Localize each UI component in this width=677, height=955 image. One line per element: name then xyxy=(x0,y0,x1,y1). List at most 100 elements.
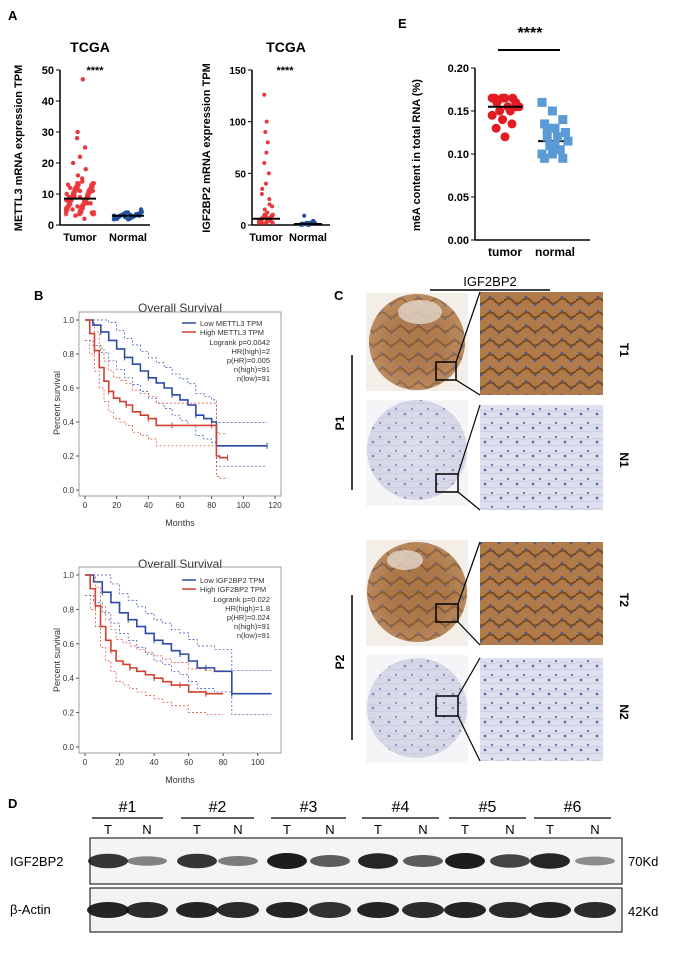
ihc-t1-zoom xyxy=(480,292,603,395)
km1-stat-1: HR(high)=2 xyxy=(231,347,270,356)
chart-a2-ylabel: IGF2BP2 mRNA expression TPM xyxy=(201,63,213,233)
km1-stat-0: Logrank p=0.0042 xyxy=(209,338,270,347)
wb-lane-label: T xyxy=(546,822,554,837)
B1-ci-upper xyxy=(85,319,228,435)
E-ytick-label: 0.20 xyxy=(448,63,469,75)
A1-ytick-label: 0 xyxy=(48,220,54,232)
ihc-label-n1: N1 xyxy=(617,452,631,468)
B1-xtick-label: 20 xyxy=(112,501,121,510)
ihc-t2-zoom xyxy=(480,542,603,645)
B1-xtick-label: 100 xyxy=(237,501,251,510)
A1-point xyxy=(66,200,72,205)
B2-ytick-label: 0.8 xyxy=(63,605,75,614)
km2-title: Overall Survival xyxy=(138,557,222,571)
km2-ylabel: Percent survival xyxy=(52,628,62,692)
ihc-t2-inset-box xyxy=(435,603,459,623)
wb-igf2bp2-band xyxy=(267,853,307,869)
wb-actin-band xyxy=(309,902,351,918)
B1-xtick-label: 60 xyxy=(176,501,185,510)
km2-legend: Low IGF2BP2 TPM High IGF2BP2 TPM Logrank… xyxy=(182,576,270,640)
E-category-label: tumor xyxy=(488,245,522,259)
E-point xyxy=(487,110,497,120)
B1-ytick-label: 0.0 xyxy=(63,486,75,495)
E-point xyxy=(550,140,560,150)
A1-category-label: Normal xyxy=(109,232,147,244)
A1-ytick-label: 10 xyxy=(42,189,54,201)
A2-category-label: Normal xyxy=(289,232,327,244)
wb-lane-label: N xyxy=(590,822,599,837)
E-point xyxy=(545,140,555,150)
E-point xyxy=(495,106,505,116)
A1-point xyxy=(125,217,131,222)
B1-curve xyxy=(85,319,268,447)
E-point xyxy=(542,123,552,133)
A2-point xyxy=(259,192,264,196)
E-ytick-label: 0.10 xyxy=(448,149,469,161)
A1-point xyxy=(90,211,95,217)
ihc-label-p2: P2 xyxy=(333,654,347,669)
A1-point xyxy=(70,207,75,212)
wb-lane-label: N xyxy=(418,822,427,837)
E-point xyxy=(558,153,568,163)
A1-point xyxy=(82,216,87,221)
E-category-label: normal xyxy=(535,245,575,259)
A2-point xyxy=(264,181,268,186)
A1-point xyxy=(77,208,83,213)
E-point xyxy=(498,115,508,125)
ihc-n1-zoom xyxy=(480,405,603,510)
A2-category-label: Tumor xyxy=(249,232,283,244)
B2-curve xyxy=(85,574,224,695)
km2-stat-1: HR(high)=1.8 xyxy=(225,604,270,613)
A1-point xyxy=(63,206,69,211)
B1-xtick-label: 120 xyxy=(268,501,282,510)
wb-protein-label-1: β-Actin xyxy=(10,902,51,917)
ihc-label-p1: P1 xyxy=(333,415,347,430)
A1-point xyxy=(75,204,80,209)
A2-point xyxy=(266,171,271,176)
A2-point xyxy=(264,150,269,155)
panel-label-a: A xyxy=(8,8,18,23)
wb-actin-band xyxy=(529,902,571,918)
B1-ytick-label: 0.2 xyxy=(63,452,75,461)
A2-point xyxy=(260,186,265,191)
wb-sample-label: #4 xyxy=(392,799,410,816)
western-blot: #1 #2 #3 #4 #5 #6 T N T N T N T N T N T N IGF2BP2 β-Actin… xyxy=(10,799,658,933)
km-plot-1: Overall Survival Percent survival Months… xyxy=(52,301,282,528)
B1-ci-upper xyxy=(85,319,268,423)
A1-category-label: Tumor xyxy=(63,232,97,244)
A2-point xyxy=(269,213,274,218)
B2-xtick-label: 20 xyxy=(115,758,124,767)
panel-label-d: D xyxy=(8,796,17,811)
wb-actin-band xyxy=(266,902,308,918)
wb-lane-label: T xyxy=(374,822,382,837)
A1-point xyxy=(75,173,81,178)
A1-point xyxy=(74,136,80,141)
B1-curve xyxy=(85,319,228,459)
chart-a1: TCGA **** METTL3 mRNA expression TPM 0 10… xyxy=(13,39,150,244)
wb-lane-label: N xyxy=(142,822,151,837)
ihc-n2-zoom xyxy=(480,658,603,761)
A2-ytick-label: 100 xyxy=(229,118,246,129)
A1-point xyxy=(79,176,85,181)
A2-ytick-label: 150 xyxy=(229,66,246,77)
chart-a2-significance: **** xyxy=(276,65,294,77)
E-point xyxy=(547,149,557,159)
wb-igf2bp2-band xyxy=(575,856,615,866)
panel-label-b: B xyxy=(34,288,43,303)
wb-sample-label: #5 xyxy=(479,799,497,816)
E-ytick-label: 0.15 xyxy=(448,106,469,118)
A1-point xyxy=(82,145,88,150)
wb-sample-label: #6 xyxy=(564,799,582,816)
chart-e-ylabel: m6A content in total RNA (%) xyxy=(411,79,423,231)
wb-sample-label: #2 xyxy=(209,799,227,816)
km2-stat-2: p(HR)=0.024 xyxy=(227,613,270,622)
A1-ytick-label: 20 xyxy=(42,158,54,170)
wb-sample-label: #3 xyxy=(300,799,318,816)
km1-legend: Low METTL3 TPM High METTL3 TPM Logrank p… xyxy=(182,319,270,383)
E-ytick-label: 0.05 xyxy=(448,192,469,204)
km2-legend-low: Low IGF2BP2 TPM xyxy=(200,576,264,585)
A1-point xyxy=(76,211,81,217)
ihc-panel: IGF2BP2 T1 N1 P1 T2 xyxy=(333,274,631,763)
chart-a2: TCGA **** IGF2BP2 mRNA expression TPM 0 5… xyxy=(201,39,330,244)
B2-ci-lower xyxy=(85,595,272,715)
